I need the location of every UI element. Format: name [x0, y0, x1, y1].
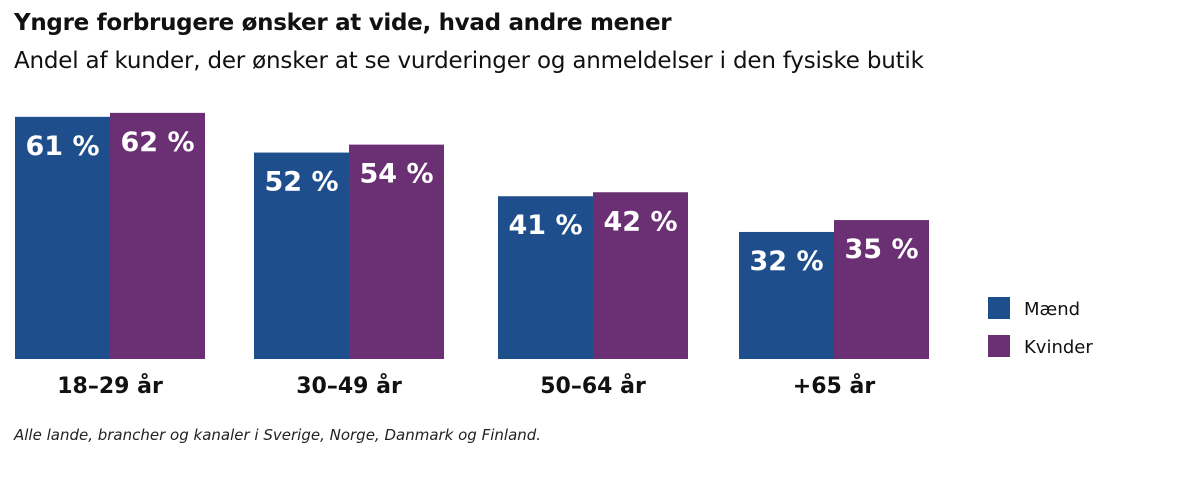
bar-maend-3 — [739, 231, 834, 359]
bar-value-label: 54 % — [359, 159, 433, 190]
bar-kvinder-2 — [593, 192, 688, 359]
bar-maend-2 — [498, 196, 593, 359]
bar-kvinder-3 — [834, 220, 929, 359]
bar-value-label: 35 % — [844, 234, 918, 265]
bar-value-label: 61 % — [25, 131, 99, 162]
category-label: 50–64 år — [540, 373, 646, 399]
bar-kvinder-0 — [110, 112, 205, 359]
legend-label: Mænd — [1024, 299, 1080, 320]
category-label: +65 år — [793, 373, 876, 399]
legend-label: Kvinder — [1024, 337, 1093, 358]
chart-title: Yngre forbrugere ønsker at vide, hvad an… — [14, 10, 672, 36]
bar-value-label: 62 % — [120, 127, 194, 158]
bar-value-label: 32 % — [749, 246, 823, 277]
bar-value-label: 42 % — [603, 206, 677, 237]
bar-value-label: 52 % — [264, 167, 338, 198]
legend-swatch — [988, 335, 1010, 357]
legend-swatch — [988, 297, 1010, 319]
bar-maend-1 — [254, 152, 349, 359]
chart-footnote: Alle lande, brancher og kanaler i Sverig… — [14, 426, 542, 444]
category-label: 30–49 år — [296, 373, 402, 399]
bar-maend-0 — [15, 116, 110, 359]
chart-subtitle: Andel af kunder, der ønsker at se vurder… — [14, 48, 924, 74]
bar-kvinder-1 — [349, 144, 444, 359]
category-label: 18–29 år — [57, 373, 163, 399]
bar-value-label: 41 % — [508, 210, 582, 241]
